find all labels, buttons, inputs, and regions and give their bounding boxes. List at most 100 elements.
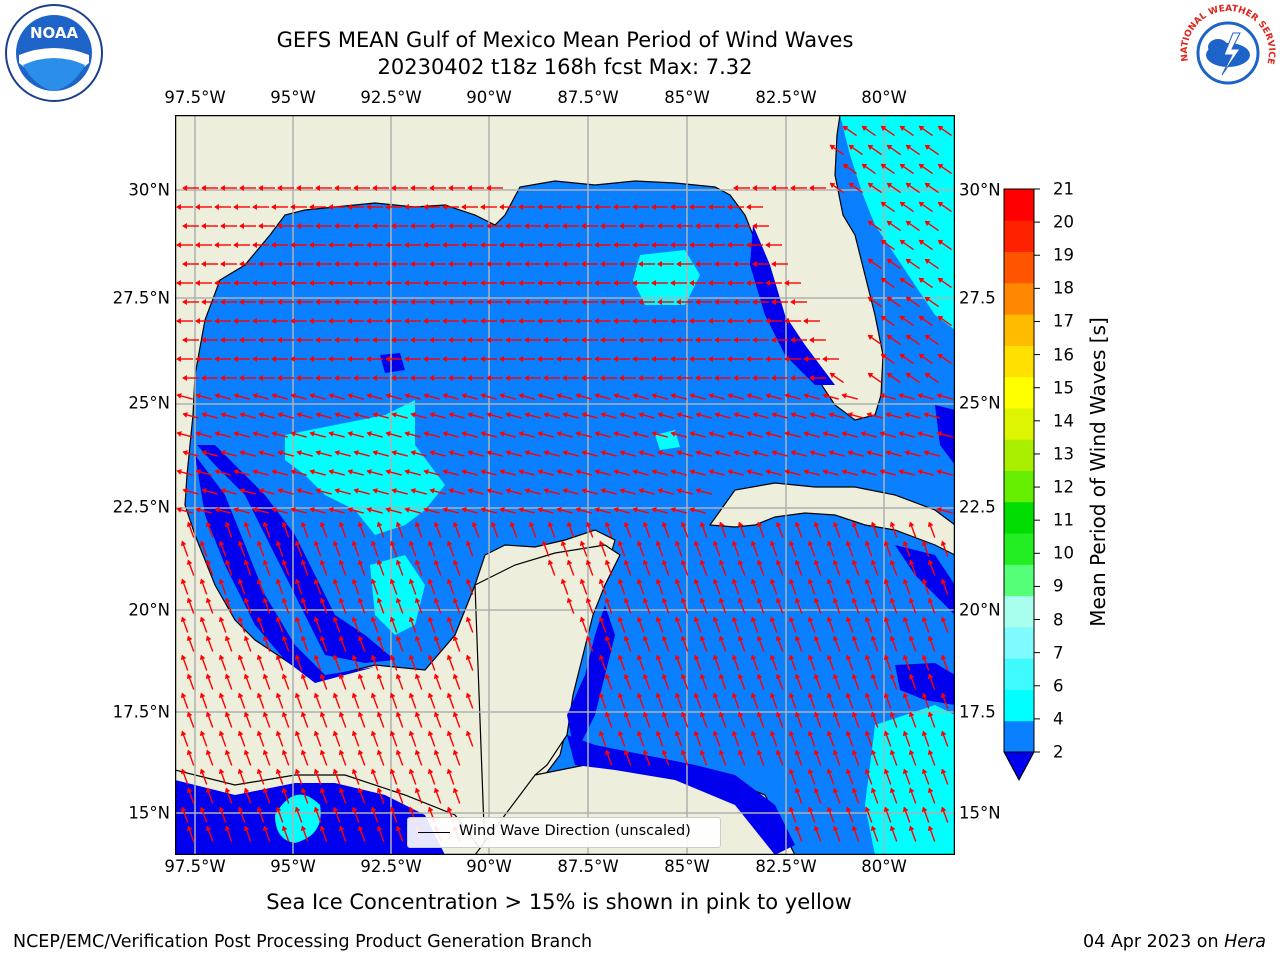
wave-direction-arrowhead <box>180 806 187 813</box>
wave-direction-arrowhead <box>752 185 757 191</box>
wave-direction-arrowhead <box>575 393 581 399</box>
wave-direction-arrowhead <box>281 711 288 718</box>
wave-direction-arrowhead <box>769 578 776 585</box>
wave-direction-arrowhead <box>315 337 320 343</box>
wave-direction-arrowhead <box>848 144 855 151</box>
wave-direction-arrowhead <box>731 540 738 547</box>
wave-direction-arrowhead <box>543 261 548 267</box>
lon-label-bottom: 85°W <box>664 857 710 876</box>
wave-direction-arrowhead <box>619 488 625 494</box>
wave-direction-arrowhead <box>410 450 416 456</box>
wave-direction-arrowhead <box>613 242 618 248</box>
wave-direction-arrowhead <box>258 450 264 456</box>
wave-direction-arrowhead <box>328 280 333 286</box>
wave-direction-arrowhead <box>199 768 206 775</box>
wave-direction-arrowhead <box>689 280 694 286</box>
wave-direction-arrowhead <box>214 242 219 248</box>
wave-direction-arrowhead <box>233 204 238 210</box>
wave-direction-arrowhead <box>642 673 649 680</box>
wave-direction-arrowhead <box>638 412 644 418</box>
colorbar-cell <box>1004 720 1034 753</box>
wave-direction-arrowhead <box>771 185 776 191</box>
wave-direction-arrowhead <box>442 393 448 399</box>
wave-direction-arrowhead <box>372 337 377 343</box>
wave-direction-arrowhead <box>319 521 326 528</box>
wave-direction-arrowhead <box>372 450 378 456</box>
wave-direction-arrowhead <box>807 806 814 813</box>
wave-direction-arrowhead <box>918 315 925 322</box>
colorbar-tick-label: 11 <box>1053 510 1074 530</box>
wave-direction-arrowhead <box>924 296 931 303</box>
wave-direction-arrowhead <box>885 412 891 418</box>
wind-wave-arrows <box>176 125 953 842</box>
wave-direction-arrowhead <box>205 711 212 718</box>
wave-direction-arrowhead <box>353 412 359 418</box>
wave-direction-arrowhead <box>180 616 187 623</box>
wave-direction-arrowhead <box>845 730 852 737</box>
wave-direction-arrowhead <box>281 749 288 756</box>
wave-direction-arrowhead <box>357 597 364 604</box>
wave-direction-arrowhead <box>429 488 435 494</box>
colorbar-tick-label: 4 <box>1053 709 1064 729</box>
wave-direction-arrowhead <box>699 635 706 642</box>
wave-direction-arrowhead <box>385 280 390 286</box>
wave-direction-arrowhead <box>752 337 757 343</box>
wave-direction-arrowhead <box>433 673 440 680</box>
wave-direction-arrowhead <box>886 372 893 379</box>
wave-direction-arrowhead <box>864 768 871 775</box>
wave-direction-arrowhead <box>524 223 529 229</box>
wave-direction-arrowhead <box>423 356 428 362</box>
wave-direction-arrowhead <box>581 375 586 381</box>
lat-label-left: 17.5°N <box>112 702 170 722</box>
wave-direction-arrowhead <box>733 450 739 456</box>
wave-direction-arrowhead <box>290 469 296 475</box>
wave-direction-arrowhead <box>927 521 934 528</box>
wave-direction-arrowhead <box>921 654 928 661</box>
wave-direction-arrowhead <box>328 242 333 248</box>
wave-direction-arrowhead <box>461 507 467 513</box>
wave-direction-arrowhead <box>784 280 789 286</box>
wave-direction-arrowhead <box>199 616 206 623</box>
wave-direction-arrowhead <box>499 318 504 324</box>
wave-direction-arrowhead <box>937 315 944 322</box>
wave-direction-arrowhead <box>195 204 200 210</box>
wave-direction-arrowhead <box>579 540 586 547</box>
wave-direction-arrowhead <box>233 318 238 324</box>
wave-direction-arrowhead <box>446 578 453 585</box>
wave-direction-arrowhead <box>313 654 320 661</box>
colorbar-tick-label: 10 <box>1053 543 1074 563</box>
wave-direction-arrowhead <box>414 673 421 680</box>
wave-direction-arrowhead <box>917 431 923 437</box>
wave-direction-arrowhead <box>731 654 738 661</box>
wave-direction-arrowhead <box>315 185 320 191</box>
wave-direction-arrowhead <box>727 469 733 475</box>
wave-direction-arrowhead <box>604 635 611 642</box>
wave-direction-arrowhead <box>290 393 296 399</box>
wave-direction-arrowhead <box>579 616 586 623</box>
wave-direction-arrowhead <box>239 299 244 305</box>
wave-direction-arrowhead <box>442 280 447 286</box>
wave-direction-arrowhead <box>619 375 624 381</box>
wave-direction-arrowhead <box>366 469 372 475</box>
wave-direction-arrowhead <box>370 654 377 661</box>
wave-direction-arrowhead <box>243 597 250 604</box>
wave-direction-arrowhead <box>376 787 383 794</box>
wave-direction-arrowhead <box>404 356 409 362</box>
wave-direction-arrowhead <box>889 635 896 642</box>
wave-direction-arrowhead <box>389 578 396 585</box>
wave-direction-arrowhead <box>883 768 890 775</box>
wave-direction-arrowhead <box>575 431 581 437</box>
wave-direction-arrowhead <box>655 730 662 737</box>
wave-direction-arrowhead <box>636 692 643 699</box>
wave-direction-arrowhead <box>313 730 320 737</box>
lon-label-bottom: 90°W <box>466 857 512 876</box>
wave-direction-arrowhead <box>908 635 915 642</box>
wave-direction-arrowhead <box>727 242 732 248</box>
wave-direction-arrowhead <box>731 692 738 699</box>
wave-direction-arrowhead <box>886 182 893 189</box>
wave-direction-arrowhead <box>902 692 909 699</box>
wave-direction-arrowhead <box>237 654 244 661</box>
wave-direction-arrowhead <box>921 806 928 813</box>
wave-direction-arrowhead <box>300 597 307 604</box>
lat-label-right: 27.5 <box>959 288 996 308</box>
